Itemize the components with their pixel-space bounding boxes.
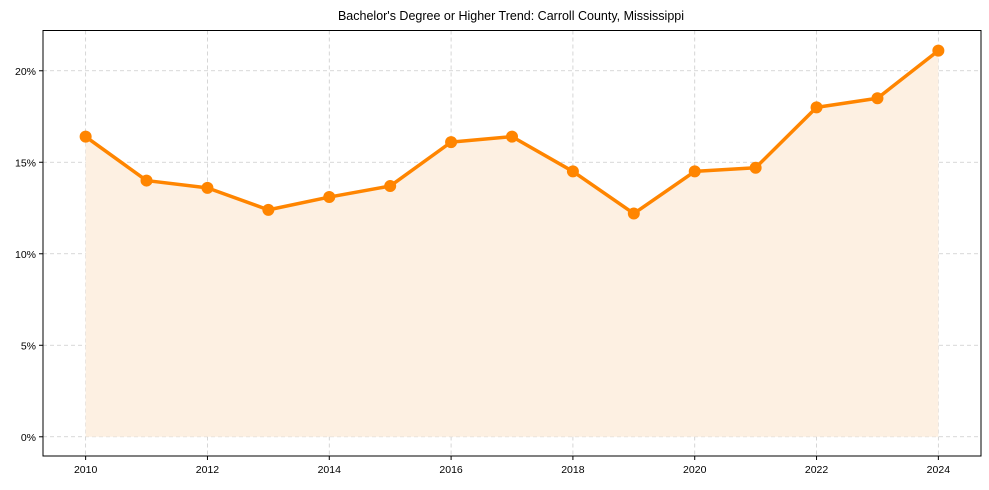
y-tick-label: 20% (15, 66, 36, 78)
x-tick-label: 2020 (683, 464, 707, 476)
data-point (79, 130, 92, 143)
data-point (262, 203, 275, 216)
plot-frame (42, 30, 982, 457)
x-tick-label: 2014 (318, 464, 342, 476)
data-point (566, 165, 579, 178)
data-point (627, 207, 640, 220)
x-tick-label: 2016 (439, 464, 463, 476)
y-tick-label: 10% (15, 249, 36, 261)
data-point (871, 92, 884, 105)
data-point (688, 165, 701, 178)
data-point (323, 191, 336, 204)
y-tick-label: 15% (15, 157, 36, 169)
area-fill (85, 50, 939, 437)
x-tick-label: 2022 (805, 464, 829, 476)
data-point (201, 181, 214, 194)
data-point (932, 44, 945, 57)
data-point (445, 136, 458, 149)
x-tick-label: 2012 (196, 464, 220, 476)
x-tick-label: 2010 (74, 464, 98, 476)
data-point (506, 130, 518, 143)
y-axis: 0% 5% 10% 15% 20% (15, 66, 43, 444)
data-markers (79, 44, 945, 220)
y-tick-label: 0% (21, 432, 36, 444)
x-tick-label: 2018 (561, 464, 585, 476)
x-axis: 2010 2012 2014 2016 2018 2020 2022 2024 (74, 456, 950, 476)
data-point (384, 180, 397, 193)
chart-title: Bachelor's Degree or Higher Trend: Carro… (338, 9, 684, 23)
data-point (749, 161, 762, 174)
data-point (140, 174, 153, 187)
data-point (810, 101, 823, 114)
x-tick-label: 2024 (927, 464, 951, 476)
y-tick-label: 5% (21, 340, 36, 352)
